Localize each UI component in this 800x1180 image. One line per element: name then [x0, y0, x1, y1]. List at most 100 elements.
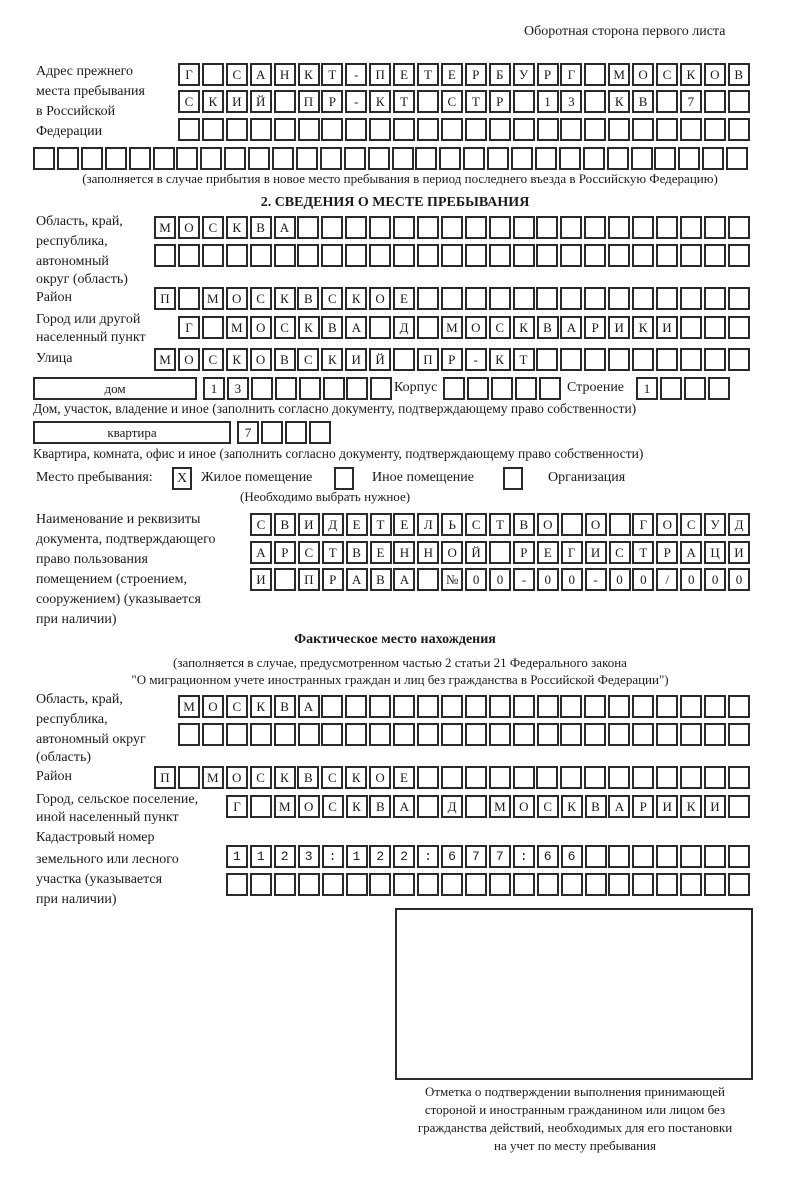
char-cell[interactable]	[297, 873, 320, 896]
char-cell[interactable]	[321, 244, 344, 267]
char-cell[interactable]	[443, 377, 465, 400]
char-cell[interactable]	[584, 118, 607, 141]
char-cell[interactable]	[297, 118, 320, 141]
char-cell[interactable]: А	[560, 316, 583, 339]
char-cell[interactable]	[727, 118, 750, 141]
char-cell[interactable]	[679, 244, 702, 267]
char-cell[interactable]	[560, 216, 583, 239]
char-cell[interactable]	[512, 695, 535, 718]
char-cell[interactable]	[655, 216, 678, 239]
char-cell[interactable]: К	[225, 216, 248, 239]
char-cell[interactable]: О	[225, 287, 248, 310]
char-cell[interactable]: В	[632, 90, 655, 113]
char-cell[interactable]	[33, 147, 55, 170]
char-cell[interactable]	[393, 873, 416, 896]
char-cell[interactable]: О	[369, 287, 392, 310]
char-cell[interactable]	[608, 216, 631, 239]
char-cell[interactable]: А	[297, 695, 320, 718]
char-cell[interactable]: С	[250, 513, 272, 536]
char-cell[interactable]	[490, 377, 513, 400]
char-cell[interactable]	[703, 316, 726, 339]
char-cell[interactable]: Н	[393, 541, 416, 564]
char-cell[interactable]: Е	[369, 541, 392, 564]
char-cell[interactable]: 1	[536, 90, 559, 113]
char-cell[interactable]	[702, 147, 725, 170]
char-cell[interactable]	[488, 695, 511, 718]
char-cell[interactable]	[226, 873, 248, 896]
char-cell[interactable]	[584, 873, 607, 896]
char-cell[interactable]	[369, 316, 392, 339]
char-cell[interactable]	[417, 723, 439, 746]
char-cell[interactable]: П	[297, 90, 320, 113]
char-cell[interactable]	[369, 723, 392, 746]
char-cell[interactable]: И	[608, 316, 631, 339]
char-cell[interactable]: /	[656, 568, 679, 591]
char-cell[interactable]	[177, 244, 200, 267]
char-cell[interactable]	[679, 695, 702, 718]
char-cell[interactable]: №	[441, 568, 464, 591]
char-cell[interactable]	[464, 766, 487, 789]
char-cell[interactable]: О	[201, 695, 224, 718]
char-cell[interactable]	[680, 845, 703, 868]
char-cell[interactable]: Г	[178, 316, 200, 339]
char-cell[interactable]: В	[584, 795, 607, 818]
char-cell[interactable]	[201, 63, 224, 86]
char-cell[interactable]	[488, 287, 511, 310]
char-cell[interactable]	[632, 287, 654, 310]
char-cell[interactable]	[659, 377, 682, 400]
char-cell[interactable]: 7	[237, 421, 259, 444]
char-cell[interactable]: К	[632, 316, 655, 339]
char-cell[interactable]: Р	[632, 795, 655, 818]
char-cell[interactable]: К	[345, 795, 368, 818]
char-cell[interactable]	[417, 90, 439, 113]
char-cell[interactable]	[226, 845, 248, 868]
char-cell[interactable]	[56, 147, 79, 170]
char-cell[interactable]	[560, 118, 583, 141]
char-cell[interactable]	[656, 723, 678, 746]
char-cell[interactable]	[369, 118, 392, 141]
char-cell[interactable]: Р	[584, 316, 607, 339]
char-cell[interactable]	[632, 766, 654, 789]
char-cell[interactable]	[464, 216, 487, 239]
char-cell[interactable]	[319, 147, 342, 170]
char-cell[interactable]	[201, 118, 224, 141]
char-cell[interactable]	[417, 118, 439, 141]
char-cell[interactable]	[632, 118, 655, 141]
char-cell[interactable]: М	[225, 316, 248, 339]
char-cell[interactable]	[679, 348, 702, 371]
char-cell[interactable]	[679, 287, 702, 310]
char-cell[interactable]	[727, 795, 750, 818]
char-cell[interactable]: М	[488, 795, 511, 818]
char-cell[interactable]: Р	[273, 541, 296, 564]
char-cell[interactable]: Р	[512, 541, 535, 564]
char-cell[interactable]: 7	[679, 90, 702, 113]
char-cell[interactable]: О	[177, 216, 200, 239]
char-cell[interactable]: О	[632, 63, 655, 86]
char-cell[interactable]	[201, 244, 224, 267]
char-cell[interactable]: О	[249, 316, 272, 339]
char-cell[interactable]: В	[369, 568, 392, 591]
char-cell[interactable]	[176, 147, 199, 170]
char-cell[interactable]	[441, 873, 464, 896]
char-cell[interactable]: К	[560, 795, 583, 818]
char-cell[interactable]	[345, 216, 368, 239]
char-cell[interactable]: О	[464, 316, 487, 339]
char-cell[interactable]	[440, 244, 463, 267]
char-cell[interactable]: С	[465, 513, 488, 536]
char-cell[interactable]	[260, 421, 283, 444]
char-cell[interactable]	[584, 90, 607, 113]
char-cell[interactable]: И	[225, 90, 248, 113]
char-cell[interactable]	[178, 723, 200, 746]
char-cell[interactable]	[683, 377, 706, 400]
char-cell[interactable]: В	[321, 316, 344, 339]
char-cell[interactable]: К	[225, 348, 248, 371]
char-cell[interactable]	[416, 287, 439, 310]
char-cell[interactable]	[582, 147, 605, 170]
char-cell[interactable]	[321, 723, 344, 746]
char-cell[interactable]	[440, 118, 463, 141]
char-cell[interactable]	[679, 216, 702, 239]
char-cell[interactable]	[536, 845, 559, 868]
char-cell[interactable]: -	[512, 568, 535, 591]
char-cell[interactable]	[393, 348, 415, 371]
char-cell[interactable]: Р	[656, 541, 679, 564]
